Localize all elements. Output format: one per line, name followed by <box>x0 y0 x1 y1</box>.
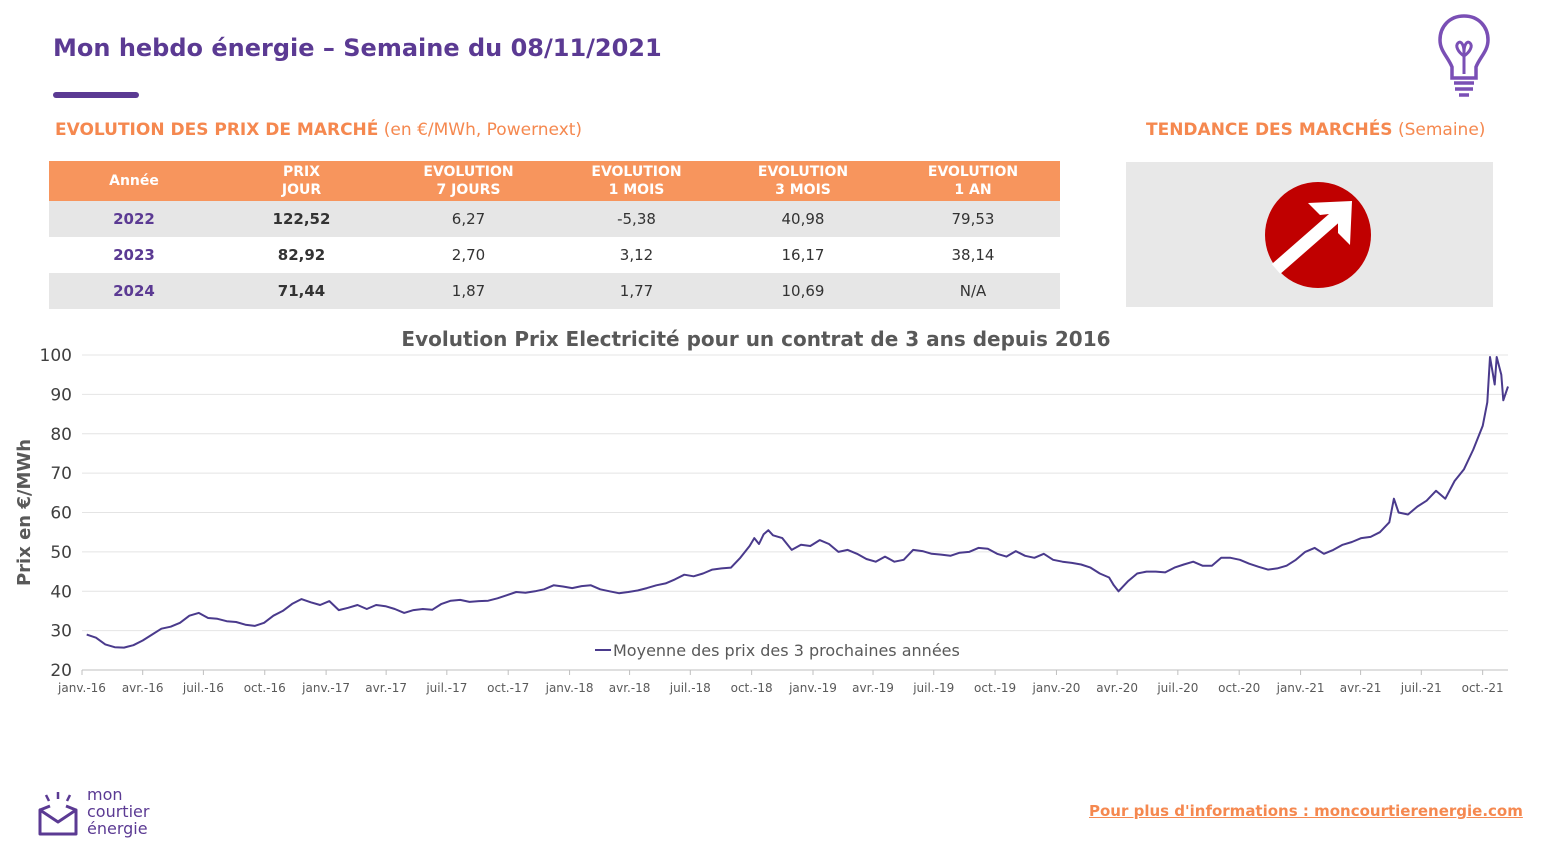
table-row: 2024 71,44 1,87 1,77 10,69 N/A <box>49 273 1060 309</box>
cell-evol-1y: N/A <box>886 273 1060 309</box>
col-header-evol-1m: EVOLUTION 1 MOIS <box>553 161 720 201</box>
chart-title: Evolution Prix Electricité pour un contr… <box>401 327 1110 351</box>
brand-logo: mon courtier énergie <box>36 786 186 846</box>
cell-evol-1m: 3,12 <box>553 237 720 273</box>
x-tick-label: juil.-16 <box>182 681 224 695</box>
trend-heading: TENDANCE DES MARCHÉS (Semaine) <box>1146 120 1485 140</box>
up-right-arrow-icon <box>1265 182 1371 288</box>
cell-evol-1m: -5,38 <box>553 201 720 237</box>
cell-year: 2024 <box>49 273 219 309</box>
title-underline <box>53 92 139 98</box>
cell-evol-3m: 10,69 <box>720 273 886 309</box>
x-tick-label: avr.-20 <box>1096 681 1138 695</box>
y-tick-label: 40 <box>50 582 72 602</box>
x-tick-label: janv.-16 <box>57 681 106 695</box>
lightbulb-icon <box>1438 14 1490 97</box>
cell-price-day: 82,92 <box>219 237 384 273</box>
x-tick-label: oct.-16 <box>244 681 286 695</box>
legend-label: Moyenne des prix des 3 prochaines années <box>613 641 960 660</box>
x-tick-label: oct.-20 <box>1218 681 1260 695</box>
page-title: Mon hebdo énergie – Semaine du 08/11/202… <box>53 34 662 62</box>
y-tick-label: 50 <box>50 543 72 563</box>
cell-year: 2022 <box>49 201 219 237</box>
series-line <box>86 356 1509 649</box>
cell-evol-1y: 79,53 <box>886 201 1060 237</box>
x-tick-label: avr.-17 <box>365 681 407 695</box>
col-header-evol-3m: EVOLUTION 3 MOIS <box>720 161 886 201</box>
col-header-price-day: PRIX JOUR <box>219 161 384 201</box>
market-prices-table: Année PRIX JOUR EVOLUTION 7 JOURS EVOLUTIO… <box>49 161 1060 309</box>
x-tick-label: juil.-20 <box>1156 681 1198 695</box>
cell-evol-7d: 1,87 <box>384 273 553 309</box>
more-info-link[interactable]: Pour plus d'informations : moncourtieren… <box>1089 802 1523 820</box>
y-axis-label: Prix en €/MWh <box>14 439 35 586</box>
x-tick-label: juil.-19 <box>912 681 954 695</box>
cell-evol-3m: 40,98 <box>720 201 886 237</box>
trend-heading-note: (Semaine) <box>1392 120 1486 140</box>
market-prices-heading: EVOLUTION DES PRIX DE MARCHÉ (en €/MWh, … <box>55 120 582 140</box>
x-tick-label: janv.-17 <box>301 681 350 695</box>
cell-evol-7d: 6,27 <box>384 201 553 237</box>
market-prices-heading-note: (en €/MWh, Powernext) <box>378 120 583 140</box>
envelope-logo-icon <box>38 792 78 836</box>
table-header-row: Année PRIX JOUR EVOLUTION 7 JOURS EVOLUTIO… <box>49 161 1060 201</box>
x-tick-label: oct.-19 <box>974 681 1016 695</box>
y-tick-label: 20 <box>50 661 72 681</box>
cell-evol-1m: 1,77 <box>553 273 720 309</box>
y-tick-label: 90 <box>50 385 72 405</box>
x-tick-label: avr.-16 <box>122 681 164 695</box>
x-tick-label: juil.-21 <box>1400 681 1442 695</box>
x-tick-label: oct.-21 <box>1462 681 1504 695</box>
cell-price-day: 71,44 <box>219 273 384 309</box>
table-row: 2022 122,52 6,27 -5,38 40,98 79,53 <box>49 201 1060 237</box>
cell-price-day: 122,52 <box>219 201 384 237</box>
x-tick-label: janv.-19 <box>788 681 837 695</box>
cell-year: 2023 <box>49 237 219 273</box>
x-tick-label: juil.-18 <box>669 681 711 695</box>
y-tick-label: 100 <box>40 346 72 366</box>
table-row: 2023 82,92 2,70 3,12 16,17 38,14 <box>49 237 1060 273</box>
col-header-evol-7d: EVOLUTION 7 JOURS <box>384 161 553 201</box>
y-tick-label: 70 <box>50 464 72 484</box>
trend-panel <box>1126 162 1493 307</box>
col-header-year: Année <box>49 161 219 201</box>
y-tick-label: 80 <box>50 425 72 445</box>
price-line-chart: Evolution Prix Electricité pour un contr… <box>14 327 1509 695</box>
x-tick-label: oct.-17 <box>487 681 529 695</box>
cell-evol-3m: 16,17 <box>720 237 886 273</box>
y-tick-label: 30 <box>50 622 72 642</box>
col-header-evol-1y: EVOLUTION 1 AN <box>886 161 1060 201</box>
trend-heading-bold: TENDANCE DES MARCHÉS <box>1146 120 1393 140</box>
brand-logo-text: mon courtier énergie <box>87 785 150 838</box>
cell-evol-7d: 2,70 <box>384 237 553 273</box>
x-tick-label: avr.-21 <box>1340 681 1382 695</box>
x-tick-label: avr.-19 <box>852 681 894 695</box>
x-tick-label: oct.-18 <box>731 681 773 695</box>
x-tick-label: janv.-20 <box>1032 681 1081 695</box>
x-tick-label: avr.-18 <box>609 681 651 695</box>
y-tick-label: 60 <box>50 504 72 524</box>
market-prices-heading-bold: EVOLUTION DES PRIX DE MARCHÉ <box>55 120 379 140</box>
x-tick-label: juil.-17 <box>425 681 467 695</box>
cell-evol-1y: 38,14 <box>886 237 1060 273</box>
x-tick-label: janv.-18 <box>545 681 594 695</box>
x-tick-label: janv.-21 <box>1276 681 1325 695</box>
